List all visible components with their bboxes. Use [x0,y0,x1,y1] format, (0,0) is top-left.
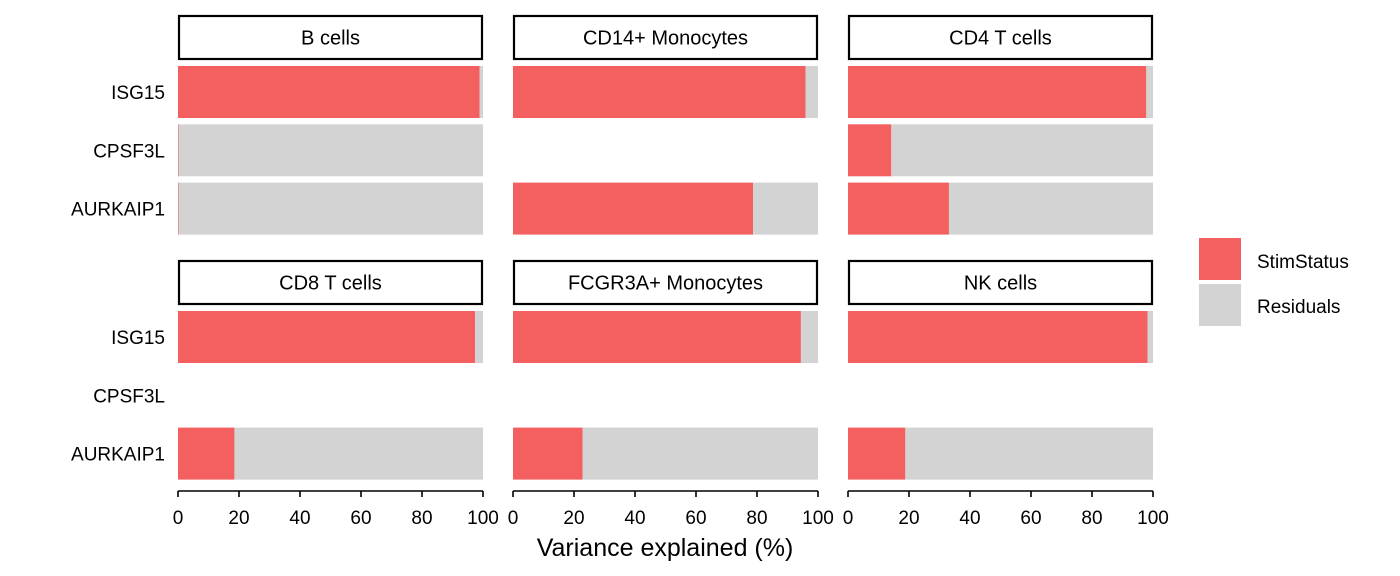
legend-swatch-stimstatus [1199,238,1241,280]
bar-residuals [805,66,818,118]
panels: B cells ISG15 CPSF3L AURKAIP1 CD14+ Monocyte… [71,14,1169,529]
panel-strip [847,259,1154,306]
bar-stimstatus [178,182,179,235]
bar-stimstatus [178,66,480,118]
y-tick-label: CPSF3L [93,141,165,162]
bar-residuals [1146,66,1153,118]
x-tick-label: 60 [1020,508,1041,529]
legend-label-stimstatus: StimStatus [1257,252,1349,273]
x-tick-label: 80 [411,508,432,529]
bar-residuals [948,182,1153,235]
x-tick-label: 80 [1081,508,1102,529]
bar-stimstatus [848,182,949,235]
panel-strip [847,14,1154,61]
bar-stimstatus [848,66,1147,118]
bar-stimstatus [513,311,801,363]
panel-strip [512,14,819,61]
x-tick-label: 60 [685,508,706,529]
x-tick-label: 80 [746,508,767,529]
bar-residuals [475,311,483,363]
panel-title: CD4 T cells [949,28,1052,50]
panel-4: FCGR3A+ Monocytes 0 20 40 60 80 100 [508,259,834,529]
bar-stimstatus [848,124,892,177]
bar-stimstatus [513,182,754,235]
panel-strip [177,259,484,306]
bar-stimstatus [848,427,906,480]
panel-title: CD8 T cells [279,273,382,295]
x-tick-label: 20 [563,508,584,529]
y-tick-label: AURKAIP1 [71,445,165,466]
panel-5: NK cells 0 20 40 60 80 100 [843,259,1169,529]
bar-residuals [234,427,483,480]
y-tick-label: ISG15 [111,328,165,349]
bar-residuals [891,124,1153,177]
panel-title: NK cells [964,273,1037,295]
panel-title: CD14+ Monocytes [583,28,748,50]
panel-strip [177,14,484,61]
x-axis-title: Variance explained (%) [537,534,794,562]
x-tick-label: 20 [228,508,249,529]
bar-residuals [178,124,484,177]
x-tick-label: 100 [1137,508,1169,529]
panel-2: CD4 T cells [847,14,1154,235]
bar-residuals [905,427,1153,480]
panel-strip [512,259,819,306]
bar-residuals [753,182,818,235]
panel-title: B cells [301,28,360,50]
bar-residuals [178,182,484,235]
panel-0: B cells ISG15 CPSF3L AURKAIP1 [71,14,484,235]
x-tick-label: 60 [350,508,371,529]
x-tick-label: 0 [508,508,519,529]
x-tick-label: 40 [624,508,645,529]
y-tick-label: ISG15 [111,83,165,104]
y-tick-label: AURKAIP1 [71,200,165,221]
panel-3: CD8 T cells ISG15 CPSF3L AURKAIP1 0 20 40 60 80 1… [71,259,499,529]
bar-residuals [479,66,483,118]
panel-title: FCGR3A+ Monocytes [568,273,763,295]
bar-residuals [582,427,818,480]
legend-swatch-residuals [1199,284,1241,326]
bar-stimstatus [513,427,583,480]
bar-residuals [1147,311,1153,363]
bar-stimstatus [178,311,476,363]
legend-label-residuals: Residuals [1257,297,1340,318]
x-tick-label: 0 [843,508,854,529]
bar-stimstatus [513,66,806,118]
bar-stimstatus [178,427,235,480]
y-tick-label: CPSF3L [93,386,165,407]
bar-stimstatus [178,124,179,177]
x-tick-label: 100 [802,508,834,529]
bar-stimstatus [848,311,1148,363]
bar-residuals [800,311,818,363]
x-tick-label: 20 [898,508,919,529]
x-tick-label: 0 [173,508,184,529]
panel-1: CD14+ Monocytes [512,14,819,235]
x-tick-label: 100 [467,508,499,529]
legend: StimStatus Residuals [1199,238,1349,326]
x-tick-label: 40 [959,508,980,529]
x-tick-label: 40 [289,508,310,529]
